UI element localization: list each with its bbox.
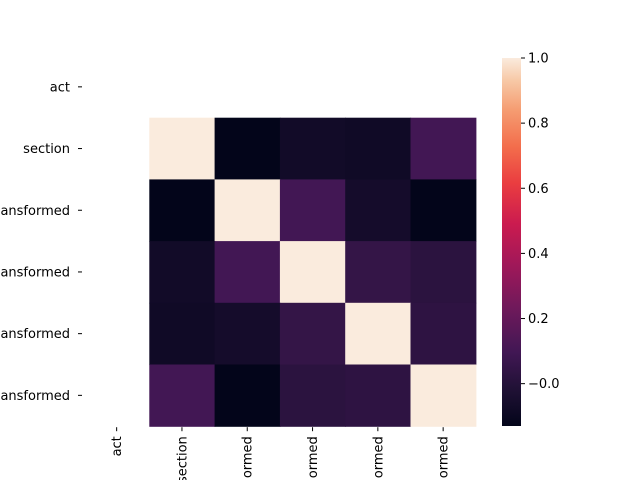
heatmap-cell: [345, 241, 412, 304]
heatmap-cell: [149, 179, 216, 242]
colorbar-gradient: [502, 58, 521, 426]
row-tick-label: ansformed: [0, 204, 70, 219]
colorbar-tick-label: 0.4: [528, 247, 549, 262]
heatmap-cell: [345, 179, 412, 242]
column-tick-label: ormed: [371, 436, 386, 478]
heatmap-cell: [345, 117, 412, 180]
heatmap-cell: [410, 179, 477, 242]
row-tick-label: section: [23, 142, 70, 157]
column-tick-label: ormed: [437, 436, 452, 478]
column-tick-label: section: [175, 436, 190, 480]
colorbar-tick-label: 1.0: [528, 52, 549, 67]
heatmap-cell: [214, 241, 281, 304]
heatmap-cell: [345, 302, 412, 366]
colorbar-ticks: −0.0 0.2 0.4 0.6 0.8 1.0: [521, 52, 560, 392]
heatmap-cell: [149, 117, 216, 180]
column-axis: act section ormed ormed ormed ormed: [110, 427, 452, 480]
row-tick-label: act: [50, 80, 70, 95]
colorbar: −0.0 0.2 0.4 0.6 0.8 1.0: [502, 52, 560, 426]
heatmap-cells: [149, 117, 477, 427]
colorbar-tick-label: 0.2: [528, 312, 549, 327]
heatmap-cell: [149, 241, 216, 304]
column-tick-label: act: [110, 436, 125, 456]
row-tick-label: ansformed: [0, 265, 70, 280]
heatmap-cell: [149, 302, 216, 366]
heatmap-cell: [214, 302, 281, 366]
colorbar-tick-label: 0.8: [528, 117, 549, 132]
heatmap-cell: [410, 241, 477, 304]
heatmap-cell: [410, 117, 477, 180]
heatmap-cell: [345, 364, 412, 427]
heatmap-cell: [279, 117, 346, 180]
row-tick-label: ansformed: [0, 389, 70, 404]
heatmap-cell: [279, 241, 346, 304]
heatmap-cell: [149, 364, 216, 427]
heatmap-cell: [279, 179, 346, 242]
heatmap-cell: [214, 179, 281, 242]
heatmap-cell: [214, 117, 281, 180]
row-tick-label: ansformed: [0, 327, 70, 342]
colorbar-tick-label: −0.0: [528, 377, 560, 392]
heatmap-cell: [410, 364, 477, 427]
heatmap-cell: [214, 364, 281, 427]
heatmap-cell: [410, 302, 477, 366]
colorbar-tick-label: 0.6: [528, 182, 549, 197]
heatmap-cell: [279, 302, 346, 366]
heatmap-cell: [279, 364, 346, 427]
row-axis: act section ansformed ansformed ansformed ans…: [0, 80, 82, 404]
column-tick-label: ormed: [241, 436, 256, 478]
column-tick-label: ormed: [306, 436, 321, 478]
